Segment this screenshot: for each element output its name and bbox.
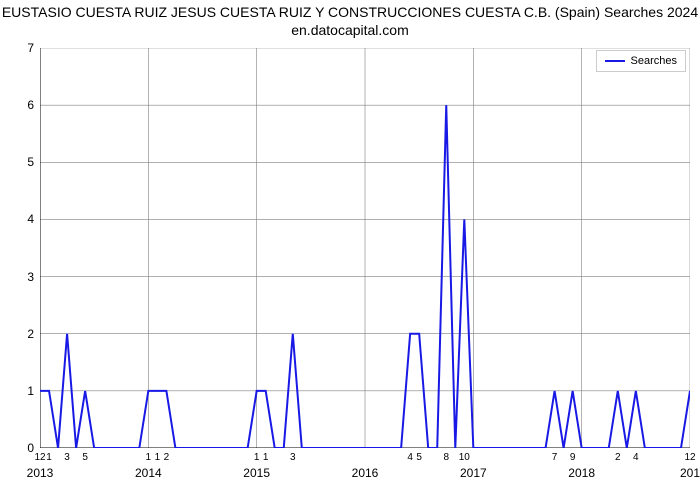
xminor-label: 7 — [552, 452, 558, 463]
ytick-label: 6 — [4, 98, 34, 112]
xminor-label: 3 — [64, 452, 70, 463]
xminor-label: 1 — [254, 452, 260, 463]
ytick-label: 5 — [4, 155, 34, 169]
ytick-label: 3 — [4, 270, 34, 284]
ytick-label: 2 — [4, 327, 34, 341]
xminor-label: 3 — [290, 452, 296, 463]
xminor-label: 1 — [155, 452, 161, 463]
xmajor-label: 2014 — [135, 466, 162, 480]
xminor-label: 2 — [615, 452, 621, 463]
xminor-label: 1 — [146, 452, 152, 463]
xminor-label: 1 — [263, 452, 269, 463]
xminor-label: 10 — [459, 452, 470, 463]
legend: Searches — [596, 50, 686, 72]
xminor-label: 2 — [164, 452, 170, 463]
xmajor-label: 2013 — [27, 466, 54, 480]
xminor-label: 5 — [416, 452, 422, 463]
ytick-label: 1 — [4, 384, 34, 398]
plot-area — [40, 48, 690, 448]
chart-title-line1: EUSTASIO CUESTA RUIZ JESUS CUESTA RUIZ Y… — [0, 4, 700, 22]
xminor-label: 12 — [684, 452, 695, 463]
xmajor-label: 2015 — [243, 466, 270, 480]
ytick-label: 4 — [4, 212, 34, 226]
ytick-label: 0 — [4, 441, 34, 455]
legend-swatch — [605, 60, 625, 62]
plot-svg — [40, 48, 690, 448]
xminor-label: 9 — [570, 452, 576, 463]
xmajor-label: 2018 — [568, 466, 595, 480]
xmajor-label: 201 — [680, 466, 700, 480]
xmajor-label: 2017 — [460, 466, 487, 480]
ytick-label: 7 — [4, 41, 34, 55]
xminor-label: 4 — [407, 452, 413, 463]
chart-title: EUSTASIO CUESTA RUIZ JESUS CUESTA RUIZ Y… — [0, 4, 700, 39]
xmajor-label: 2016 — [352, 466, 379, 480]
chart-title-line2: en.datocapital.com — [0, 22, 700, 40]
legend-label: Searches — [631, 55, 677, 67]
xminor-label: 4 — [633, 452, 639, 463]
xminor-label: 1 — [46, 452, 52, 463]
xminor-label: 8 — [443, 452, 449, 463]
xminor-label: 12 — [34, 452, 45, 463]
xminor-label: 5 — [82, 452, 88, 463]
chart-container: EUSTASIO CUESTA RUIZ JESUS CUESTA RUIZ Y… — [0, 0, 700, 500]
